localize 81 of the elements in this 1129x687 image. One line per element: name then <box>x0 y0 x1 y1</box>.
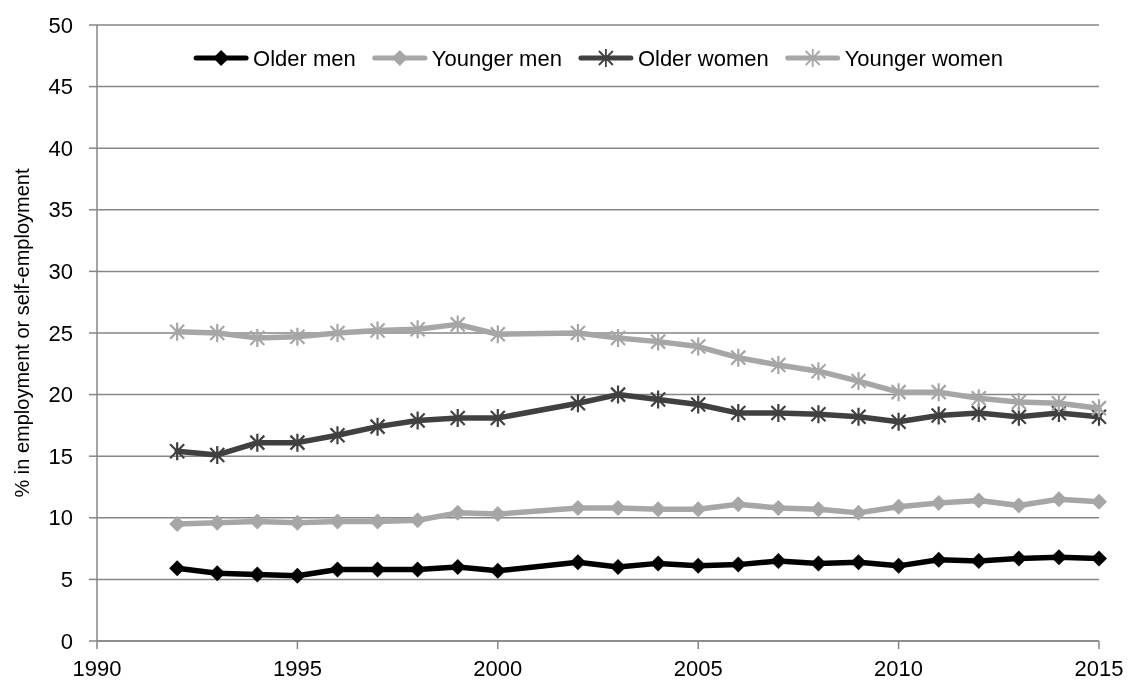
x-tick-label: 1990 <box>72 656 122 681</box>
point <box>1091 493 1107 510</box>
point <box>850 554 867 571</box>
legend-label: Older men <box>253 45 356 71</box>
y-tick-label: 15 <box>48 443 73 469</box>
point <box>770 354 787 376</box>
x-tick-label: 2005 <box>673 656 723 681</box>
point <box>1090 406 1108 427</box>
point <box>930 551 947 568</box>
point <box>970 388 987 409</box>
point <box>1050 491 1067 508</box>
point <box>930 382 947 403</box>
y-tick-label: 5 <box>60 566 73 592</box>
point <box>209 444 226 466</box>
point <box>449 504 466 521</box>
point <box>449 407 466 429</box>
x-tick-label: 1995 <box>272 656 322 681</box>
legend-label: Older women <box>637 45 769 71</box>
point <box>209 322 226 344</box>
point <box>489 407 506 429</box>
point <box>1090 398 1108 419</box>
point <box>650 331 667 352</box>
point <box>289 326 306 347</box>
point <box>449 314 466 335</box>
point <box>890 382 907 403</box>
point <box>650 389 667 410</box>
point <box>690 394 707 415</box>
y-tick-label: 20 <box>48 382 73 408</box>
point <box>930 405 947 426</box>
point <box>850 406 867 427</box>
legend-label: Younger women <box>844 45 1003 71</box>
x-tick-label: 2010 <box>874 656 924 681</box>
point <box>409 319 426 340</box>
point <box>730 347 747 368</box>
point <box>369 320 386 341</box>
point <box>489 562 506 579</box>
x-tick-label: 2000 <box>473 656 523 681</box>
point <box>730 556 747 573</box>
point <box>609 327 627 349</box>
point <box>690 336 707 357</box>
point <box>1010 497 1027 514</box>
y-tick-label: 40 <box>48 135 73 161</box>
point <box>850 370 867 392</box>
point <box>289 567 306 584</box>
point <box>609 384 627 405</box>
point <box>329 322 346 344</box>
point <box>169 321 186 342</box>
y-tick-label: 0 <box>60 628 73 654</box>
point <box>890 411 907 432</box>
point <box>770 402 787 424</box>
point <box>810 404 827 425</box>
point <box>409 410 426 431</box>
y-tick-label: 45 <box>48 74 73 100</box>
point <box>369 416 386 437</box>
y-tick-label: 10 <box>48 505 73 531</box>
x-tick-label: 2015 <box>1074 656 1124 681</box>
point <box>249 432 266 453</box>
point <box>289 432 306 453</box>
point <box>810 361 827 382</box>
y-tick-label: 30 <box>48 258 73 284</box>
legend-label: Younger men <box>431 45 562 71</box>
point <box>730 402 747 424</box>
point <box>1010 406 1027 427</box>
point <box>569 554 586 571</box>
point <box>329 425 346 446</box>
point <box>569 322 587 344</box>
point <box>169 441 186 462</box>
y-tick-label: 35 <box>48 197 73 223</box>
point <box>169 560 186 577</box>
point <box>489 324 506 345</box>
y-axis-title: % in employment or self-employment <box>11 168 33 498</box>
point <box>249 327 266 349</box>
point <box>1050 393 1068 414</box>
point <box>1010 391 1027 413</box>
point <box>770 552 787 569</box>
point <box>1091 550 1107 567</box>
point <box>690 501 707 518</box>
point <box>1010 550 1027 567</box>
point <box>569 393 587 414</box>
y-tick-label: 25 <box>48 320 73 346</box>
y-tick-label: 50 <box>48 12 73 38</box>
